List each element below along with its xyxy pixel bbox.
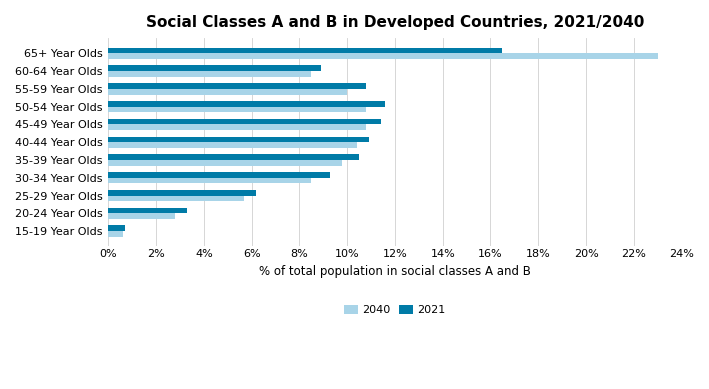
Bar: [108, 107, 367, 112]
Bar: [108, 53, 658, 59]
Legend: 2040, 2021: 2040, 2021: [340, 301, 450, 320]
Bar: [108, 119, 381, 124]
Bar: [108, 101, 386, 107]
Bar: [108, 154, 359, 160]
Bar: [108, 231, 123, 237]
Bar: [108, 124, 367, 130]
Bar: [108, 89, 347, 95]
Bar: [108, 160, 342, 166]
Bar: [108, 47, 503, 53]
Title: Social Classes A and B in Developed Countries, 2021/2040: Social Classes A and B in Developed Coun…: [146, 15, 644, 30]
Bar: [108, 71, 311, 77]
Bar: [108, 190, 257, 196]
Bar: [108, 208, 187, 213]
Bar: [108, 178, 311, 184]
Bar: [108, 137, 369, 142]
Bar: [108, 65, 321, 71]
Bar: [108, 172, 330, 178]
X-axis label: % of total population in social classes A and B: % of total population in social classes …: [259, 265, 531, 278]
Bar: [108, 83, 367, 89]
Bar: [108, 196, 245, 201]
Bar: [108, 213, 175, 219]
Bar: [108, 142, 357, 148]
Bar: [108, 226, 125, 231]
